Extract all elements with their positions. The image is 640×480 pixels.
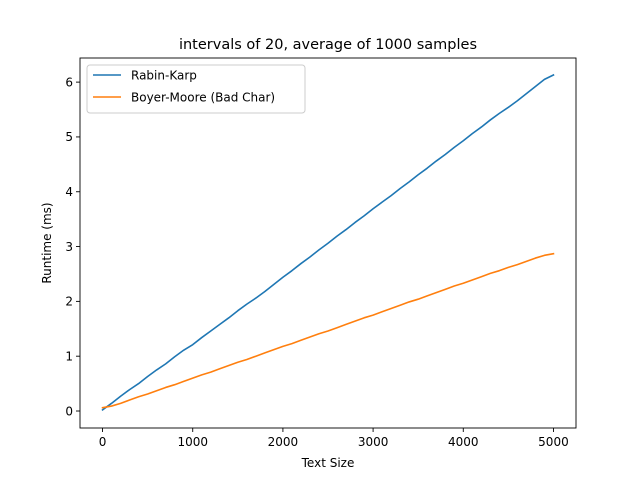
x-axis: 0 1000 2000 3000 4000 5000 bbox=[99, 428, 569, 449]
x-axis-label: Text Size bbox=[301, 456, 355, 470]
x-tick-label: 2000 bbox=[268, 435, 299, 449]
legend-label-boyer-moore: Boyer-Moore (Bad Char) bbox=[131, 91, 275, 105]
y-tick-label: 6 bbox=[65, 75, 73, 89]
legend: Rabin-Karp Boyer-Moore (Bad Char) bbox=[86, 64, 306, 114]
x-tick-label: 4000 bbox=[448, 435, 479, 449]
y-tick-label: 1 bbox=[65, 349, 73, 363]
series-line-boyer-moore bbox=[101, 252, 555, 409]
series-group bbox=[101, 73, 555, 412]
x-tick-label: 0 bbox=[99, 435, 107, 449]
x-tick-label: 3000 bbox=[358, 435, 389, 449]
y-tick-label: 4 bbox=[65, 185, 73, 199]
y-tick-label: 5 bbox=[65, 130, 73, 144]
y-tick-label: 2 bbox=[65, 295, 73, 309]
y-axis: 0 1 2 3 4 5 6 bbox=[65, 75, 80, 418]
y-tick-label: 0 bbox=[65, 404, 73, 418]
plot-area bbox=[79, 57, 577, 429]
legend-label-rabin-karp: Rabin-Karp bbox=[131, 69, 197, 83]
legend-box bbox=[86, 64, 306, 114]
y-axis-label: Runtime (ms) bbox=[40, 202, 54, 283]
series-line-rabin-karp bbox=[101, 73, 555, 412]
x-tick-label: 5000 bbox=[538, 435, 569, 449]
chart-title: intervals of 20, average of 1000 samples bbox=[179, 37, 477, 53]
x-tick-label: 1000 bbox=[177, 435, 208, 449]
y-tick-label: 3 bbox=[65, 240, 73, 254]
